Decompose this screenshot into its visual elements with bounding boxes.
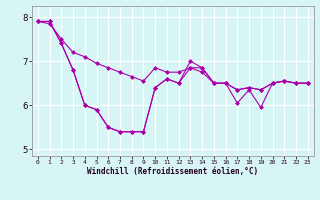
X-axis label: Windchill (Refroidissement éolien,°C): Windchill (Refroidissement éolien,°C): [87, 167, 258, 176]
